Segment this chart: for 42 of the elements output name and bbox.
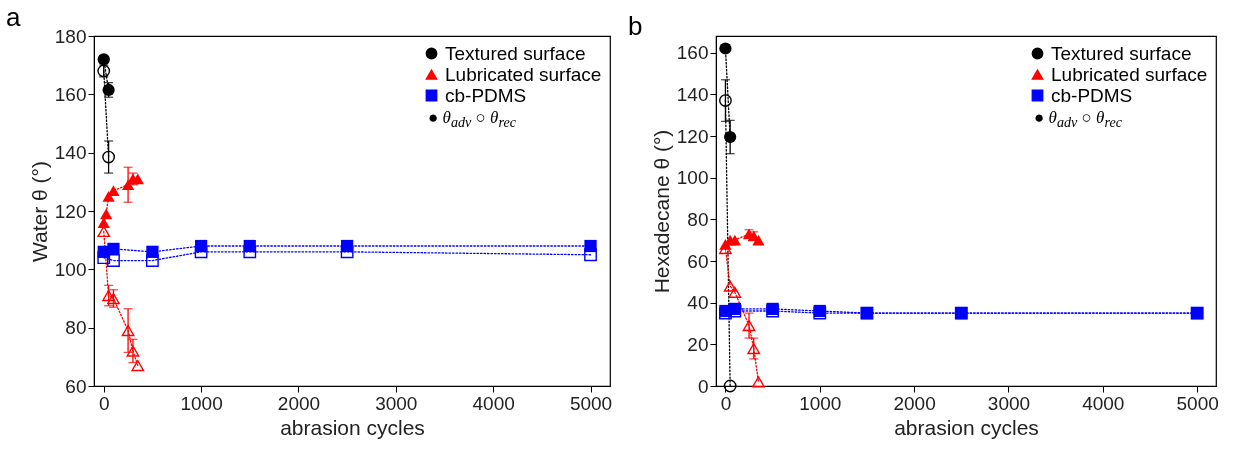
y-tick-label: 140 [676, 83, 709, 105]
y-tick-label: 40 [687, 292, 709, 314]
x-axis-title: abrasion cycles [280, 415, 425, 439]
y-tick-label: 20 [687, 333, 709, 355]
x-tick-label: 3000 [987, 392, 1031, 414]
x-tick-label: 5000 [1176, 392, 1219, 414]
y-tick-label: 60 [65, 375, 87, 397]
chart-title: b [628, 11, 643, 41]
x-tick-label: 1000 [799, 392, 842, 414]
x-tick-label: 0 [720, 392, 732, 414]
chart-title: a [6, 2, 21, 32]
x-tick-label: 1000 [180, 392, 223, 414]
legend-label: cb-PDMS [445, 84, 527, 106]
y-tick-label: 120 [676, 125, 709, 147]
y-tick-label: 140 [54, 142, 87, 164]
legend-label: Lubricated surface [1051, 63, 1208, 85]
y-tick-label: 160 [676, 42, 709, 64]
legend-label: Textured surface [445, 42, 586, 64]
x-tick-label: 2000 [893, 392, 936, 414]
x-tick-label: 5000 [569, 392, 613, 414]
y-tick-label: 100 [54, 258, 87, 280]
x-axis-title: abrasion cycles [894, 415, 1039, 439]
x-tick-label: 4000 [1082, 392, 1125, 414]
x-tick-label: 0 [98, 392, 110, 414]
y-axis-title: Hexadecane θ (°) [649, 129, 673, 294]
y-tick-label: 80 [687, 208, 709, 230]
legend-label: Textured surface [1051, 42, 1192, 64]
annotation: ● θ$_{adv}$ ○ θ$_{rec}$ [428, 108, 517, 132]
y-axis-title: Water θ (°) [27, 161, 51, 262]
x-tick-label: 2000 [277, 392, 321, 414]
y-tick-label: 0 [697, 375, 709, 397]
legend-label: Lubricated surface [445, 63, 602, 85]
y-tick-label: 120 [54, 200, 87, 222]
legend-label: cb-PDMS [1051, 84, 1133, 106]
y-tick-label: 160 [54, 83, 87, 105]
y-tick-label: 100 [676, 167, 709, 189]
x-tick-label: 4000 [472, 392, 515, 414]
annotation: ● θ$_{adv}$ ○ θ$_{rec}$ [1034, 108, 1123, 132]
y-tick-label: 80 [65, 317, 87, 339]
x-tick-label: 3000 [375, 392, 418, 414]
y-tick-label: 180 [54, 25, 87, 47]
y-tick-label: 60 [687, 250, 709, 272]
